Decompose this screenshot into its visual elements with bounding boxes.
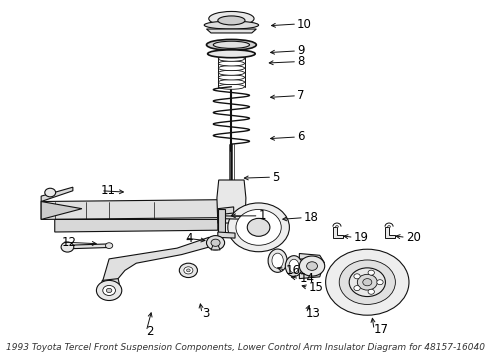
Polygon shape — [206, 29, 256, 33]
Circle shape — [105, 243, 113, 248]
Ellipse shape — [268, 249, 287, 273]
Ellipse shape — [204, 21, 259, 29]
Text: 7: 7 — [297, 89, 305, 102]
Text: 19: 19 — [354, 231, 368, 244]
Circle shape — [247, 219, 270, 236]
Circle shape — [368, 289, 374, 294]
Ellipse shape — [218, 16, 245, 25]
Text: 12: 12 — [62, 235, 76, 248]
Text: 11: 11 — [101, 184, 116, 197]
Polygon shape — [41, 202, 82, 220]
Circle shape — [349, 268, 386, 297]
Circle shape — [45, 188, 56, 197]
Polygon shape — [218, 232, 235, 238]
Polygon shape — [218, 207, 234, 215]
Circle shape — [339, 260, 395, 305]
Circle shape — [211, 239, 220, 246]
Circle shape — [184, 267, 193, 274]
Text: 16: 16 — [286, 264, 301, 277]
Ellipse shape — [218, 66, 245, 71]
Circle shape — [61, 242, 74, 252]
Polygon shape — [217, 180, 246, 223]
Text: 4: 4 — [185, 231, 193, 244]
Circle shape — [354, 285, 360, 291]
Text: 9: 9 — [297, 44, 305, 57]
Circle shape — [236, 210, 281, 245]
Circle shape — [299, 256, 325, 276]
Ellipse shape — [218, 80, 245, 85]
Text: 3: 3 — [202, 307, 209, 320]
Ellipse shape — [213, 41, 249, 48]
Ellipse shape — [289, 259, 299, 273]
Circle shape — [206, 235, 224, 250]
Ellipse shape — [218, 56, 245, 61]
Text: 6: 6 — [297, 130, 305, 144]
Text: 14: 14 — [299, 272, 315, 285]
Circle shape — [377, 280, 383, 285]
Ellipse shape — [285, 256, 302, 276]
Circle shape — [187, 269, 190, 272]
Circle shape — [106, 288, 112, 293]
Text: 18: 18 — [304, 211, 319, 224]
Text: 17: 17 — [374, 323, 389, 336]
Circle shape — [307, 262, 318, 270]
Polygon shape — [299, 253, 324, 279]
Polygon shape — [211, 244, 220, 250]
Circle shape — [97, 280, 122, 301]
Ellipse shape — [218, 70, 245, 75]
Polygon shape — [66, 244, 111, 249]
Polygon shape — [102, 237, 216, 286]
Polygon shape — [218, 209, 224, 235]
Polygon shape — [333, 226, 343, 238]
Ellipse shape — [209, 12, 254, 26]
Text: 15: 15 — [308, 281, 323, 294]
Polygon shape — [224, 216, 249, 220]
Ellipse shape — [272, 253, 283, 268]
Circle shape — [363, 279, 372, 286]
Ellipse shape — [218, 84, 245, 89]
Polygon shape — [386, 226, 395, 238]
Circle shape — [336, 226, 338, 228]
Text: 10: 10 — [297, 18, 312, 31]
Text: 8: 8 — [297, 55, 304, 68]
Ellipse shape — [218, 61, 245, 66]
Ellipse shape — [208, 50, 255, 58]
Circle shape — [357, 274, 377, 290]
Circle shape — [103, 285, 116, 296]
Circle shape — [326, 249, 409, 315]
Ellipse shape — [206, 40, 256, 50]
Circle shape — [228, 203, 290, 252]
Text: 5: 5 — [272, 171, 280, 184]
Text: 2: 2 — [146, 325, 154, 338]
Circle shape — [354, 274, 360, 279]
Circle shape — [388, 226, 391, 228]
Polygon shape — [41, 187, 73, 202]
Text: 20: 20 — [406, 231, 421, 244]
Polygon shape — [41, 200, 218, 220]
Circle shape — [179, 263, 197, 278]
Text: 1993 Toyota Tercel Front Suspension Components, Lower Control Arm Insulator Diag: 1993 Toyota Tercel Front Suspension Comp… — [5, 343, 485, 352]
Polygon shape — [55, 220, 218, 232]
Text: 1: 1 — [259, 210, 266, 222]
Ellipse shape — [218, 75, 245, 80]
Circle shape — [368, 270, 374, 275]
Text: 13: 13 — [306, 307, 321, 320]
Polygon shape — [100, 279, 121, 292]
